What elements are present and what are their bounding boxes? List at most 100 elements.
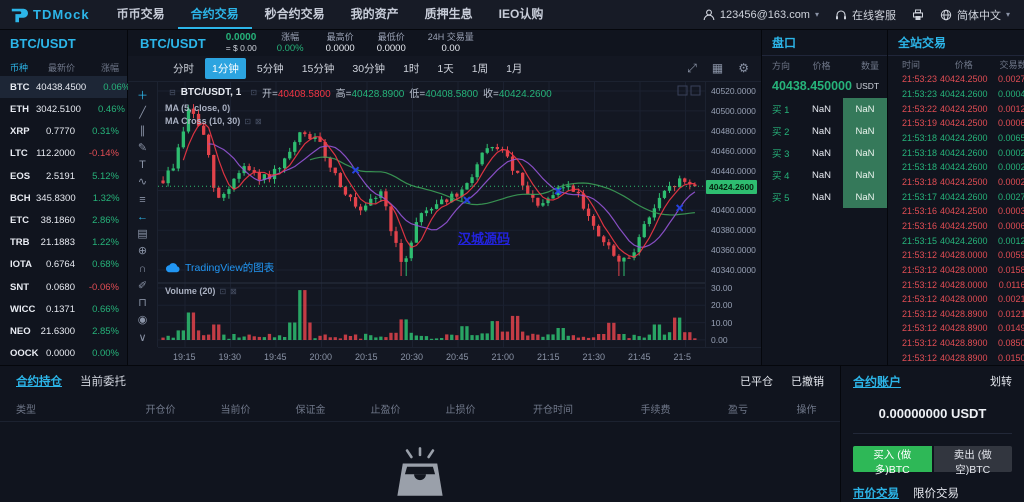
market-row[interactable]: TRB 21.1883 1.22%: [0, 232, 127, 254]
nav-item-5[interactable]: 质押生息: [424, 7, 473, 21]
chart-stat: 最高价 0.0000: [326, 32, 355, 54]
brand-logo[interactable]: TDMock: [0, 6, 104, 24]
market-symbol: ETC: [10, 215, 29, 227]
market-row[interactable]: LTC 112.2000 -0.14%: [0, 143, 127, 165]
market-row[interactable]: BTC 40438.4500 0.06%: [0, 76, 130, 99]
market-row[interactable]: ETH 3042.5100 0.46%: [0, 98, 127, 120]
brush-icon[interactable]: ✎: [137, 141, 148, 154]
timeframe-9[interactable]: 1月: [506, 63, 523, 75]
trade-time: 21:53:12: [902, 294, 938, 305]
magnet-icon[interactable]: ∩: [138, 262, 147, 275]
timeframe-6[interactable]: 1时: [403, 63, 420, 75]
chart-stat-label: 24H 交易量: [427, 32, 474, 42]
icons-tool-icon[interactable]: ▤: [137, 228, 148, 241]
timeframe-3[interactable]: 5分钟: [256, 63, 284, 75]
more-tools-chevron-icon[interactable]: ∨: [138, 331, 147, 344]
drawing-lock-icon[interactable]: ✐: [137, 279, 148, 292]
crosshair-icon[interactable]: ＋: [137, 90, 148, 102]
nav-item-1[interactable]: 币币交易: [116, 7, 165, 21]
timeframe-5[interactable]: 30分钟: [352, 63, 386, 75]
market-row[interactable]: NEO 21.6300 2.85%: [0, 321, 127, 343]
market-change: -0.06%: [88, 281, 119, 293]
timeframe-7[interactable]: 1天: [437, 63, 454, 75]
market-price: 112.2000: [36, 148, 75, 160]
lock-icon[interactable]: ⊓: [138, 297, 147, 310]
market-row[interactable]: BCH 345.8300 1.32%: [0, 187, 127, 209]
market-row[interactable]: ETC 38.1860 2.86%: [0, 209, 127, 231]
account-title-link[interactable]: 合约账户: [853, 374, 902, 389]
trade-time: 21:53:16: [902, 206, 938, 217]
positions-tab-1[interactable]: 合约持仓: [16, 376, 62, 388]
trade-time: 21:53:12: [902, 279, 938, 290]
hide-drawings-eye-icon[interactable]: ◉: [137, 314, 148, 327]
market-row[interactable]: WICC 0.1371 0.66%: [0, 298, 127, 320]
orderbook-side: 买 3: [772, 149, 790, 160]
nav-item-4[interactable]: 我的资产: [350, 7, 399, 21]
indicator-close-icon[interactable]: ⊠: [230, 286, 237, 296]
trade-time: 21:53:12: [902, 308, 938, 319]
price-axis[interactable]: 40520.0000 40500.0000 40480.0000 40460.0000…: [705, 82, 762, 347]
trendline-icon[interactable]: ╱: [139, 107, 146, 120]
market-list-header: 币种 最新价 涨幅: [0, 58, 127, 76]
pattern-icon[interactable]: ∿: [137, 176, 148, 189]
chart-plot-area[interactable]: ⊟ BTC/USDT, 1 ⊡ 开=40408.5800 高=40428.890…: [158, 82, 705, 347]
market-row[interactable]: OOCK 0.0000 0.00%: [0, 343, 127, 365]
position-tool-icon[interactable]: ≡: [139, 193, 146, 206]
market-price: 0.7770: [45, 126, 75, 138]
orderbook-header: 方向 价格 数量: [762, 56, 887, 74]
trade-price: 40428.0000: [940, 264, 988, 275]
download-app-button[interactable]: [912, 9, 924, 21]
market-row[interactable]: SNT 0.0680 -0.06%: [0, 276, 127, 298]
market-change: 0.46%: [97, 103, 125, 115]
tradingview-chart: ＋ ╱ ∥ ✎ T ∿ ≡ ← ▤ ⊕ ∩ ✐ ⊓ ◉ ∨ ⊟ BTC/USDT, 1 ⊡ 开=40408.…: [128, 82, 761, 347]
chart-corner-icons: ⤢ ▦ ⚙: [687, 61, 749, 76]
history-link-2[interactable]: 已撤销: [791, 376, 824, 388]
chart-stat-label: 最低价: [377, 32, 405, 42]
order-type-tab-2[interactable]: 限价交易: [913, 488, 959, 500]
trade-qty: 0.085004: [998, 338, 1024, 349]
gann-fib-icon[interactable]: ∥: [139, 124, 146, 137]
indicator-settings-icon[interactable]: ⊡: [219, 286, 227, 296]
trade-price: 40428.0000: [940, 279, 988, 290]
support-link[interactable]: 在线客服: [835, 7, 896, 23]
nav-item-3[interactable]: 秒合约交易: [264, 7, 325, 21]
zoom-in-icon[interactable]: ⊕: [137, 245, 148, 258]
order-type-tab-1[interactable]: 市价交易: [853, 488, 899, 500]
language-menu[interactable]: 简体中文 ▾: [940, 7, 1010, 23]
fullscreen-icon[interactable]: ⤢: [687, 61, 697, 75]
buy-long-button[interactable]: 买入 (做多)BTC: [853, 446, 932, 476]
history-link-1[interactable]: 已平仓: [740, 376, 773, 388]
transfer-link[interactable]: 划转: [990, 376, 1012, 388]
timeframe-8[interactable]: 1周: [471, 63, 489, 75]
market-price: 0.6764: [45, 259, 75, 271]
market-symbol: XRP: [10, 126, 30, 138]
positions-col-header: 开仓价: [145, 405, 176, 416]
sell-short-button[interactable]: 卖出 (做空)BTC: [933, 446, 1012, 476]
market-row[interactable]: EOS 2.5191 5.12%: [0, 165, 127, 187]
orderbook-qty: NaN: [843, 142, 887, 164]
positions-tab-2[interactable]: 当前委托: [80, 376, 126, 388]
market-row[interactable]: IOTA 0.6764 0.68%: [0, 254, 127, 276]
orderbook-side: 买 4: [772, 171, 790, 182]
price-axis-label: 40400.0000: [711, 205, 756, 216]
chart-settings-gear-icon[interactable]: ⚙: [738, 61, 749, 75]
tradingview-attribution[interactable]: TradingView的图表: [165, 260, 274, 275]
nav-item-6[interactable]: IEO认购: [498, 7, 544, 21]
indicators-icon[interactable]: ▦: [711, 61, 724, 75]
nav-item-2[interactable]: 合约交易: [177, 0, 252, 29]
collapse-arrow-icon[interactable]: ←: [137, 210, 148, 223]
timeframe-1[interactable]: 分时: [173, 63, 194, 75]
timeframe-4[interactable]: 15分钟: [301, 63, 335, 75]
time-axis[interactable]: 19:15 19:30 19:45 20:00 20:15 20:30 20:45 21:00…: [158, 347, 761, 365]
orderbook-price: NaN: [811, 103, 831, 115]
market-row[interactable]: XRP 0.7770 0.31%: [0, 120, 127, 142]
orderbook-current-price: 40438.450000 USDT: [762, 74, 887, 98]
account-menu[interactable]: 123456@163.com ▾: [703, 9, 819, 21]
market-pair-title[interactable]: BTC/USDT: [10, 36, 76, 51]
text-tool-icon[interactable]: T: [139, 159, 146, 172]
timeframe-2[interactable]: 1分钟: [205, 58, 246, 79]
